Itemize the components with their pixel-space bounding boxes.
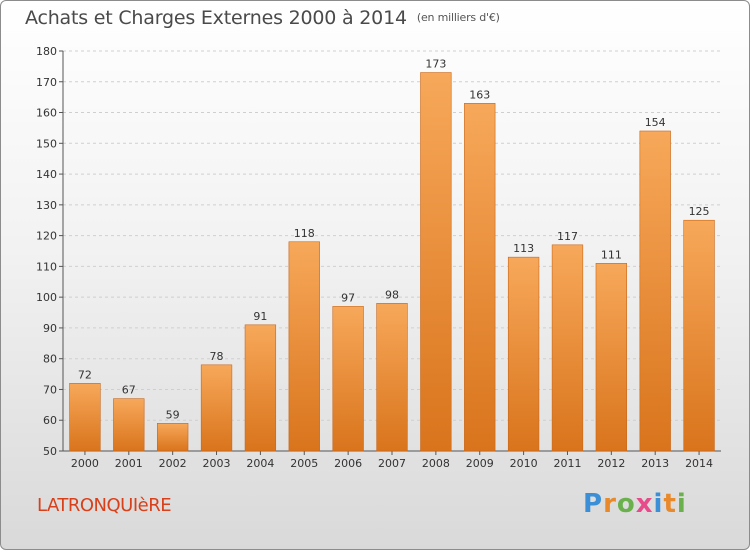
data-label: 118	[294, 227, 315, 240]
data-label: 59	[166, 408, 180, 421]
y-tick-label: 70	[43, 383, 57, 396]
axes: 50 60 70 80 90 100 110 120 130 140 150 160 170 180 200…	[36, 45, 721, 470]
y-tick-label: 50	[43, 445, 57, 458]
data-label: 67	[122, 384, 136, 397]
x-tick-label: 2014	[685, 457, 713, 470]
y-tick-label: 180	[36, 45, 57, 58]
x-tick-label: 2013	[641, 457, 669, 470]
bar	[551, 244, 584, 452]
x-tick-label: 2004	[246, 457, 274, 470]
bar	[420, 72, 452, 452]
x-tick-label: 2011	[553, 457, 581, 470]
chart-subtitle: (en milliers d'€)	[416, 11, 500, 24]
y-tick-label: 80	[43, 353, 57, 366]
commune-name: LATRONQUIèRE	[37, 495, 172, 516]
y-tick-label: 60	[43, 414, 57, 427]
logo-letter: i	[653, 489, 664, 519]
data-label: 97	[341, 291, 355, 304]
x-tick-label: 2005	[290, 457, 318, 470]
bar	[113, 398, 145, 452]
bar	[69, 383, 101, 452]
x-tick-label: 2002	[159, 457, 187, 470]
x-tick-label: 2008	[422, 457, 450, 470]
data-label: 98	[385, 288, 399, 301]
bar	[200, 364, 233, 452]
x-tick-label: 2007	[378, 457, 406, 470]
data-label: 91	[253, 310, 267, 323]
x-tick-label: 2010	[510, 457, 538, 470]
data-label: 72	[78, 368, 92, 381]
title-text: Achats et Charges Externes 2000 à 2014	[25, 7, 407, 29]
x-tick-label: 2001	[115, 457, 143, 470]
x-tick-label: 2003	[203, 457, 231, 470]
x-tick-label: 2000	[71, 457, 99, 470]
bar	[288, 241, 320, 452]
data-label: 173	[425, 58, 446, 71]
data-label: 113	[513, 242, 534, 255]
bar	[157, 423, 189, 452]
logo-letter: t	[663, 489, 677, 519]
y-tick-label: 130	[36, 199, 57, 212]
bar	[376, 303, 408, 452]
y-tick-label: 90	[43, 322, 57, 335]
bar	[639, 130, 671, 452]
bar	[244, 324, 277, 452]
bar	[464, 103, 496, 452]
value-labels: 72 67 59 78 91 118 97 98 173 163 113 117 111 154 125	[78, 58, 710, 422]
logo-letter: o	[616, 489, 636, 519]
chart-title: Achats et Charges Externes 2000 à 2014 (e…	[25, 7, 500, 29]
logo-letter: r	[603, 489, 617, 519]
proxiti-logo[interactable]: Proxiti	[583, 489, 687, 519]
y-tick-label: 140	[36, 168, 57, 181]
bar	[332, 306, 364, 452]
data-label: 125	[689, 205, 710, 218]
bar	[595, 263, 627, 452]
bar	[507, 256, 540, 452]
logo-letter: i	[676, 489, 687, 519]
logo-letter: P	[583, 489, 604, 519]
y-tick-label: 170	[36, 76, 57, 89]
x-tick-label: 2006	[334, 457, 362, 470]
x-tick-label: 2012	[597, 457, 625, 470]
y-tick-label: 160	[36, 107, 57, 120]
data-label: 154	[645, 116, 666, 129]
data-label: 163	[469, 88, 490, 101]
y-tick-label: 100	[36, 291, 57, 304]
data-label: 78	[210, 350, 224, 363]
y-tick-label: 150	[36, 137, 57, 150]
bars	[69, 72, 715, 452]
y-tick-label: 120	[36, 230, 57, 243]
y-tick-label: 110	[36, 260, 57, 273]
logo-letter: x	[635, 489, 654, 519]
bar	[683, 219, 715, 452]
x-tick-label: 2009	[466, 457, 494, 470]
data-label: 117	[557, 230, 578, 243]
data-label: 111	[601, 248, 622, 261]
